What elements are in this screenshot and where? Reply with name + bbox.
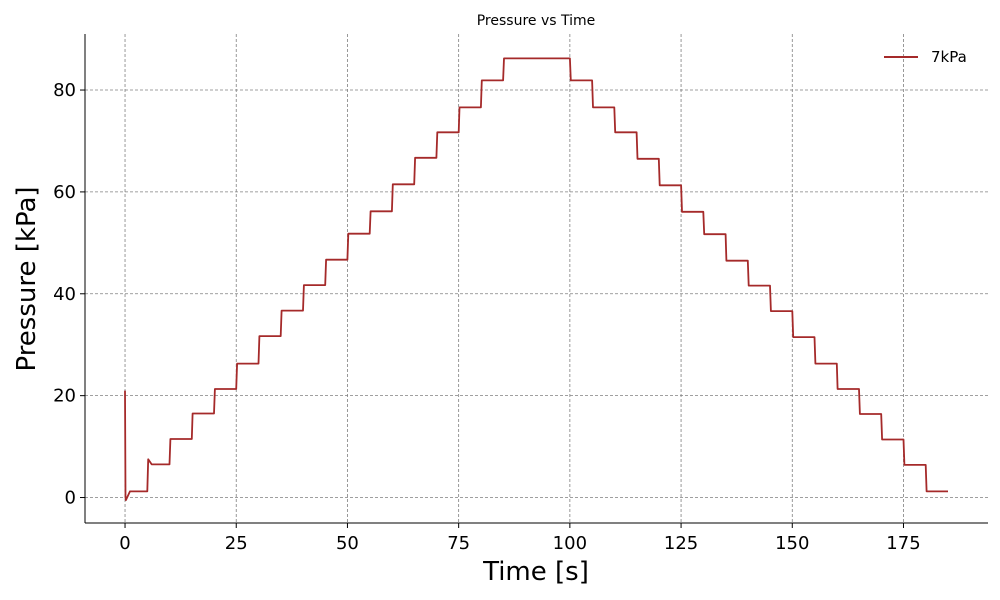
x-tick-label: 150 — [775, 533, 809, 554]
chart-title: Pressure vs Time — [477, 13, 596, 29]
x-tick-label: 175 — [886, 533, 920, 554]
x-tick-label: 50 — [336, 533, 359, 554]
x-tick-label: 125 — [664, 533, 698, 554]
y-tick-label: 80 — [53, 80, 76, 101]
x-axis-title: Time [s] — [482, 557, 589, 587]
y-tick-label: 60 — [53, 182, 76, 203]
series-layer — [124, 57, 948, 502]
series-line-7kPa — [124, 57, 948, 502]
axes-layer — [84, 34, 988, 524]
y-tick-label: 0 — [65, 488, 76, 509]
x-tick-label: 0 — [119, 533, 130, 554]
grid-layer — [85, 34, 988, 523]
legend: 7kPa — [884, 48, 967, 66]
x-tick-label: 75 — [447, 533, 470, 554]
y-tick-label: 40 — [53, 284, 76, 305]
ticks-layer: 0 25 50 75 100 125 150 175 0 20 40 60 80 — [53, 80, 921, 554]
y-tick-label: 20 — [53, 386, 76, 407]
y-axis-title: Pressure [kPa] — [12, 186, 42, 371]
x-tick-label: 25 — [225, 533, 248, 554]
x-tick-label: 100 — [553, 533, 587, 554]
legend-label: 7kPa — [931, 48, 967, 66]
